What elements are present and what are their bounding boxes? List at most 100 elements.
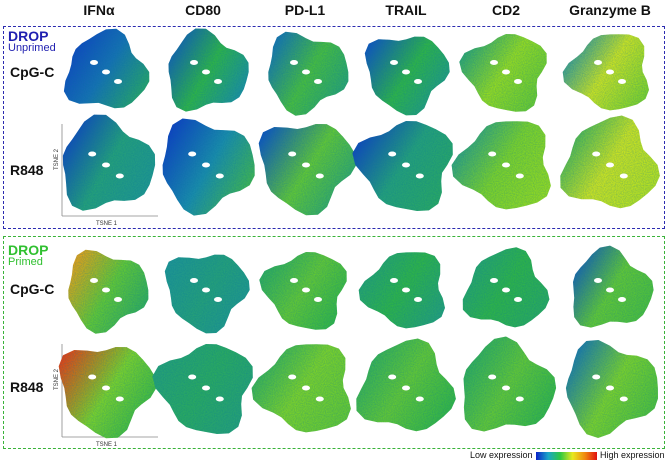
- axis-label-tsne1: TSNE 1: [96, 221, 118, 227]
- unprimed-panel: DROP Unprimed: [3, 26, 665, 229]
- tsne-gap: [88, 151, 97, 157]
- tsne-gap: [502, 287, 510, 293]
- panel-subtitle: Unprimed: [8, 42, 56, 54]
- tsne-gap: [115, 396, 124, 402]
- row-label-cpg-c-primed: CpG-C: [10, 281, 55, 297]
- tsne-gap: [594, 278, 602, 283]
- unprimed-panel-label: DROP Unprimed: [8, 28, 56, 54]
- tsne-gap: [414, 297, 422, 302]
- column-header-trail: TRAIL: [385, 2, 427, 18]
- tsne-gap: [402, 385, 410, 391]
- tsne-texture: [462, 247, 550, 328]
- tsne-map: [451, 121, 551, 210]
- tsne-gap: [502, 69, 510, 75]
- tsne-gap: [402, 162, 410, 168]
- tsne-gap: [414, 79, 422, 84]
- tsne-gap: [190, 278, 198, 283]
- tsne-gap: [314, 79, 322, 84]
- column-header-ifna: IFNα: [83, 2, 115, 18]
- tsne-map: [58, 347, 157, 439]
- tsne-gap: [288, 374, 297, 380]
- tsne-gap: [115, 173, 124, 179]
- tsne-gap: [290, 278, 298, 283]
- tsne-gap: [188, 151, 197, 157]
- tsne-texture: [164, 254, 250, 334]
- tsne-gap: [215, 173, 224, 179]
- tsne-gap: [515, 396, 524, 402]
- tsne-gap: [619, 173, 628, 179]
- tsne-gap: [315, 396, 324, 402]
- column-header-cd2: CD2: [491, 2, 520, 18]
- tsne-gap: [592, 151, 601, 157]
- tsne-gap: [619, 396, 628, 402]
- tsne-gap: [290, 60, 298, 65]
- tsne-texture: [162, 118, 255, 216]
- tsne-gap: [288, 151, 297, 157]
- tsne-gap: [502, 385, 510, 391]
- legend-low-label: Low expression: [470, 450, 533, 460]
- tsne-gap: [214, 297, 222, 302]
- tsne-map: [565, 340, 658, 438]
- tsne-gap: [215, 396, 224, 402]
- tsne-map: [560, 115, 660, 209]
- tsne-gap: [390, 60, 398, 65]
- tsne-texture: [364, 36, 450, 116]
- tsne-map: [462, 247, 550, 328]
- tsne-map: [268, 31, 349, 116]
- tsne-map: [62, 114, 156, 211]
- tsne-gap: [592, 374, 601, 380]
- tsne-gap: [606, 385, 614, 391]
- tsne-texture: [463, 336, 557, 432]
- tsne-map: [258, 124, 357, 216]
- panel-title: DROP: [8, 242, 49, 258]
- tsne-map: [356, 338, 456, 432]
- tsne-gap: [314, 297, 322, 302]
- tsne-gap: [514, 297, 522, 302]
- tsne-gap: [302, 287, 310, 293]
- primed-panel: DROP Primed: [3, 236, 665, 449]
- tsne-texture: [168, 28, 249, 112]
- tsne-gap: [515, 173, 524, 179]
- tsne-gap: [315, 173, 324, 179]
- tsne-gap: [114, 297, 122, 302]
- tsne-gap: [202, 69, 210, 75]
- tsne-texture: [258, 124, 357, 216]
- tsne-map: [251, 344, 351, 433]
- tsne-gap: [114, 79, 122, 84]
- axis-label-tsne2: TSNE 2: [54, 368, 60, 390]
- tsne-texture: [356, 338, 456, 432]
- tsne-gap: [402, 287, 410, 293]
- tsne-gap: [490, 60, 498, 65]
- tsne-gap: [618, 79, 626, 84]
- axis-arrows-unprimed: TSNE 1 TSNE 2: [54, 124, 158, 227]
- tsne-texture: [560, 115, 660, 209]
- column-header-cd80: CD80: [185, 2, 221, 18]
- tsne-gap: [90, 60, 98, 65]
- tsne-texture: [573, 245, 654, 328]
- tsne-gap: [415, 173, 424, 179]
- tsne-gap: [488, 151, 497, 157]
- tsne-gap: [606, 69, 614, 75]
- tsne-map: [463, 336, 557, 432]
- tsne-texture: [62, 114, 156, 211]
- tsne-map: [562, 34, 649, 111]
- tsne-gap: [618, 297, 626, 302]
- tsne-gap: [514, 79, 522, 84]
- tsne-gap: [102, 385, 110, 391]
- tsne-gap: [188, 374, 197, 380]
- panel-title: DROP: [8, 28, 49, 44]
- tsne-gap: [594, 60, 602, 65]
- tsne-gap: [102, 69, 110, 75]
- tsne-gap: [102, 162, 110, 168]
- tsne-map: [352, 121, 453, 211]
- tsne-texture: [562, 34, 649, 111]
- tsne-texture: [451, 121, 551, 210]
- tsne-texture: [358, 252, 445, 329]
- column-header-pd-l1: PD-L1: [284, 2, 326, 18]
- tsne-gap: [415, 396, 424, 402]
- tsne-map: [162, 118, 255, 216]
- tsne-gap: [302, 69, 310, 75]
- tsne-gap: [214, 79, 222, 84]
- expression-colorbar: [536, 452, 597, 460]
